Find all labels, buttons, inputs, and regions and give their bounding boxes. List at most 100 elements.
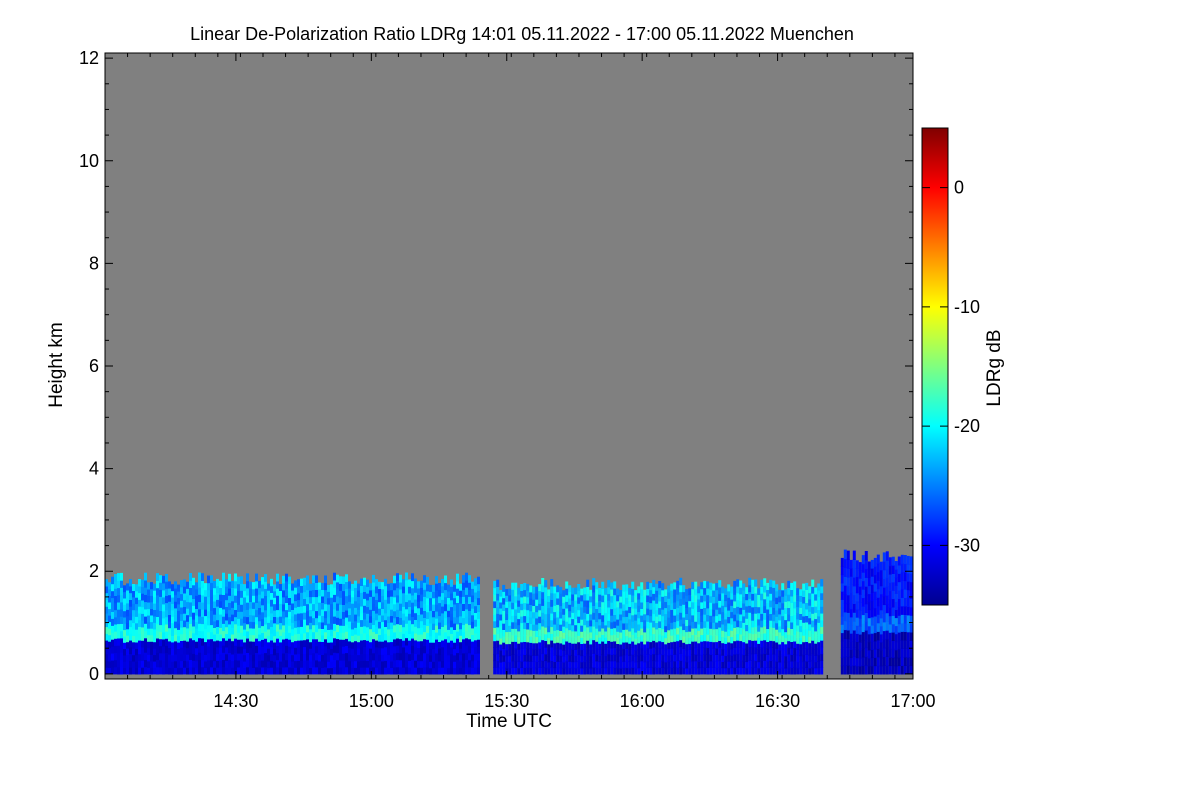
heat-cell bbox=[174, 594, 177, 602]
heat-cell bbox=[619, 625, 623, 633]
heat-cell bbox=[885, 612, 889, 622]
heat-cell bbox=[180, 660, 183, 668]
heat-cell bbox=[186, 627, 189, 635]
heat-cell bbox=[330, 603, 333, 611]
heat-cell bbox=[249, 594, 252, 602]
heat-cell bbox=[258, 634, 261, 642]
heat-cell bbox=[583, 624, 587, 632]
heat-cell bbox=[375, 619, 378, 628]
heat-cell bbox=[357, 590, 360, 597]
heat-cell bbox=[411, 630, 414, 639]
heat-cell bbox=[577, 628, 581, 636]
heat-cell bbox=[673, 634, 677, 642]
heat-cell bbox=[438, 654, 441, 662]
heat-cell bbox=[144, 608, 147, 617]
heat-cell bbox=[279, 648, 282, 656]
heat-cell bbox=[499, 601, 503, 609]
heat-cell bbox=[207, 624, 210, 633]
heat-cell bbox=[147, 647, 150, 655]
heat-cell bbox=[670, 622, 674, 630]
heat-cell bbox=[294, 587, 297, 595]
heat-cell bbox=[861, 563, 865, 573]
heat-cell bbox=[601, 588, 605, 596]
heat-cell bbox=[718, 627, 722, 635]
heat-cell bbox=[849, 584, 853, 593]
heat-cell bbox=[366, 646, 369, 655]
heat-cell bbox=[105, 640, 108, 648]
heat-cell bbox=[532, 649, 536, 656]
heat-cell bbox=[201, 580, 204, 589]
heat-cell bbox=[903, 563, 907, 573]
heat-cell bbox=[408, 613, 411, 621]
heat-cell bbox=[294, 580, 297, 588]
heat-cell bbox=[843, 638, 847, 648]
heat-cell bbox=[876, 605, 880, 615]
heat-cell bbox=[784, 661, 788, 669]
heat-cell bbox=[667, 667, 671, 675]
heat-cell bbox=[477, 618, 480, 626]
heat-cell bbox=[592, 653, 596, 661]
heat-cell bbox=[399, 574, 402, 583]
heat-cell bbox=[559, 599, 563, 607]
heat-cell bbox=[742, 635, 746, 643]
heat-cell bbox=[129, 653, 132, 661]
heat-cell bbox=[613, 581, 617, 589]
heat-cell bbox=[135, 590, 138, 598]
heat-cell bbox=[595, 641, 599, 649]
heat-cell bbox=[574, 655, 578, 663]
heat-cell bbox=[213, 600, 216, 609]
heat-cell bbox=[225, 613, 228, 621]
heat-cell bbox=[114, 645, 117, 653]
heat-cell bbox=[814, 606, 818, 613]
heat-cell bbox=[805, 634, 809, 642]
heat-cell bbox=[282, 575, 285, 584]
heat-cell bbox=[438, 622, 441, 630]
heat-cell bbox=[165, 588, 168, 596]
heat-cell bbox=[339, 632, 342, 640]
heat-cell bbox=[312, 617, 315, 626]
heat-cell bbox=[138, 626, 141, 634]
heat-cell bbox=[589, 667, 593, 675]
heat-cell bbox=[897, 598, 901, 608]
heat-cell bbox=[117, 594, 120, 603]
heat-cell bbox=[739, 580, 743, 588]
heat-cell bbox=[730, 648, 734, 656]
heat-cell bbox=[132, 603, 135, 611]
heat-cell bbox=[580, 637, 584, 644]
heat-cell bbox=[447, 610, 450, 618]
heat-cell bbox=[610, 628, 614, 636]
heat-cell bbox=[544, 613, 548, 621]
heat-cell bbox=[237, 583, 240, 592]
heat-cell bbox=[796, 588, 800, 595]
heat-cell bbox=[327, 610, 330, 618]
heat-cell bbox=[559, 617, 563, 625]
heat-cell bbox=[586, 586, 590, 594]
heat-cell bbox=[682, 616, 686, 624]
heat-cell bbox=[906, 564, 910, 574]
heat-cell bbox=[640, 654, 644, 662]
heat-cell bbox=[465, 601, 468, 610]
heat-cell bbox=[691, 627, 695, 636]
heat-cell bbox=[526, 609, 530, 617]
heat-cell bbox=[351, 648, 354, 656]
heat-cell bbox=[613, 594, 617, 602]
heat-cell bbox=[906, 640, 910, 650]
heat-cell bbox=[544, 640, 548, 648]
heat-cell bbox=[757, 667, 761, 675]
heat-cell bbox=[637, 642, 641, 650]
heat-cell bbox=[426, 583, 429, 592]
heat-cell bbox=[598, 624, 602, 632]
heat-cell bbox=[324, 645, 327, 654]
heat-cell bbox=[108, 660, 111, 668]
heat-cell bbox=[360, 639, 363, 648]
heat-cell bbox=[694, 594, 698, 602]
heat-cell bbox=[607, 620, 611, 628]
heat-cell bbox=[745, 599, 749, 607]
heat-cell bbox=[441, 639, 444, 648]
heat-cell bbox=[447, 654, 450, 662]
heat-cell bbox=[240, 590, 243, 598]
heat-cell bbox=[661, 654, 665, 662]
heat-cell bbox=[189, 630, 192, 639]
heat-cell bbox=[610, 595, 614, 603]
heat-cell bbox=[303, 660, 306, 668]
